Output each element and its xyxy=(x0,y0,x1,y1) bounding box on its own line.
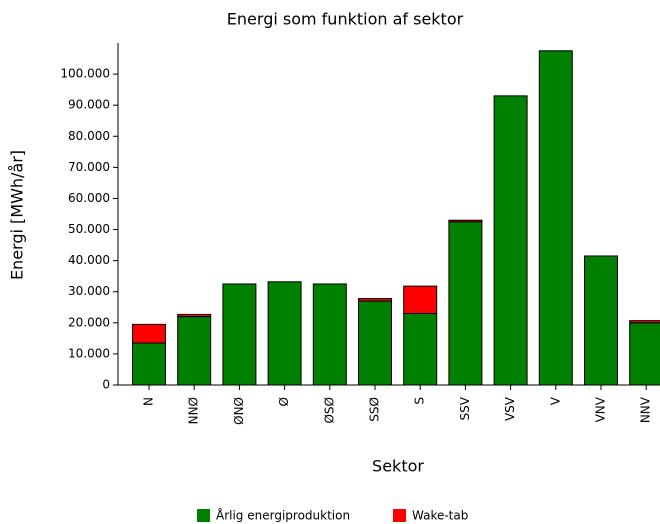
bar-segment xyxy=(358,298,392,302)
y-tick-label: 50.000 xyxy=(68,222,110,236)
x-tick-label: ØSØ xyxy=(322,397,336,424)
bar-segment xyxy=(403,285,438,314)
x-tick-label: VNV xyxy=(594,396,608,422)
y-tick-label: 20.000 xyxy=(68,315,110,329)
bar-segment xyxy=(177,316,212,386)
x-tick-label: N xyxy=(142,397,156,406)
x-tick-label: SSØ xyxy=(368,397,382,422)
bar-segment xyxy=(312,283,347,386)
y-tick-label: 100.000 xyxy=(60,67,110,81)
legend-label: Årlig energiproduktion xyxy=(216,508,350,523)
bar-segment xyxy=(403,312,438,386)
bar-segment xyxy=(448,221,483,386)
y-tick-label: 10.000 xyxy=(68,346,110,360)
legend-swatch xyxy=(197,509,210,522)
x-tick-label: VSV xyxy=(503,396,517,421)
y-tick-label: 80.000 xyxy=(68,129,110,143)
x-tick-label: ØNØ xyxy=(232,397,246,425)
x-tick-label: Ø xyxy=(277,397,291,406)
bar-segment xyxy=(448,219,483,223)
y-tick-label: 70.000 xyxy=(68,160,110,174)
y-tick-label: 90.000 xyxy=(68,98,110,112)
legend-label: Wake-tab xyxy=(412,509,468,523)
bar-segment xyxy=(132,342,166,386)
chart-title: Energi som funktion af sektor xyxy=(227,10,464,29)
y-tick-label: 30.000 xyxy=(68,284,110,298)
x-tick-label: V xyxy=(548,396,562,405)
x-tick-label: NNØ xyxy=(187,397,201,424)
bar-segment xyxy=(629,322,660,386)
x-tick-label: SSV xyxy=(458,396,472,420)
x-tick-label: S xyxy=(413,397,427,405)
x-axis-label: Sektor xyxy=(372,457,424,476)
bar-segment xyxy=(584,255,618,386)
legend-swatch xyxy=(393,509,406,522)
bar-segment xyxy=(629,320,660,324)
y-tick-label: 0 xyxy=(102,378,110,392)
bar-segment xyxy=(177,313,212,318)
bar-segment xyxy=(358,300,392,386)
bar-segment xyxy=(493,95,528,386)
x-tick-label: NNV xyxy=(639,396,653,423)
y-axis-label: Energi [MWh/år] xyxy=(8,150,27,280)
bar-segment xyxy=(222,283,257,386)
bar-segment xyxy=(267,281,302,386)
y-tick-label: 40.000 xyxy=(68,253,110,267)
bar-segment xyxy=(538,50,573,386)
y-tick-label: 60.000 xyxy=(68,191,110,205)
bar-segment xyxy=(132,323,166,344)
